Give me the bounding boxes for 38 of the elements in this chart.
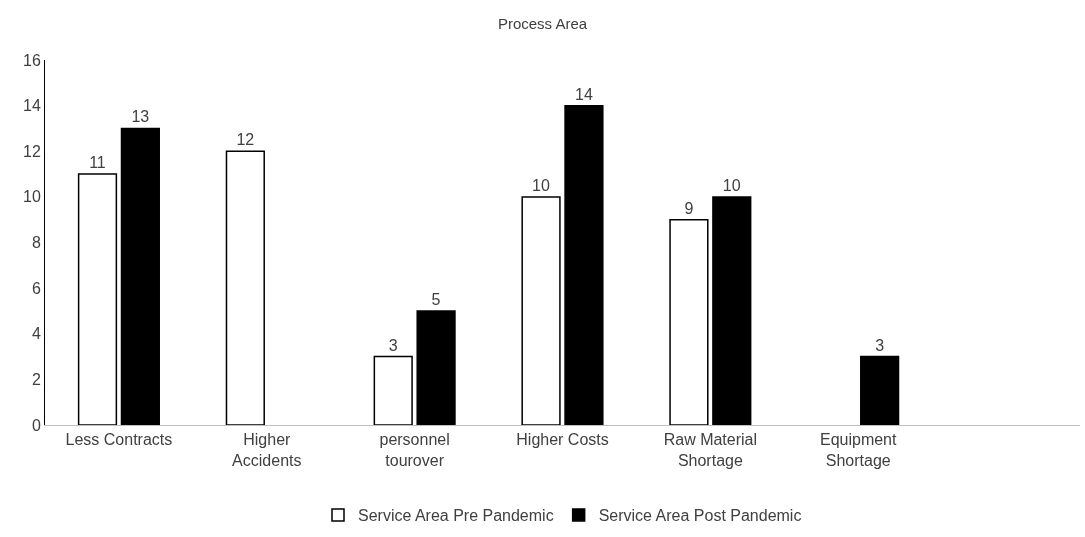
x-tick-label: Higher Accidents [232,431,302,469]
data-label: 5 [431,290,441,308]
bar [712,196,752,425]
data-label: 3 [388,336,398,354]
bar [373,355,413,425]
data-label: 11 [89,154,106,172]
bar [860,355,900,425]
bar [521,196,561,425]
y-tick-label: 16 [23,51,41,69]
y-tick-label: 14 [23,97,41,115]
data-label: 12 [236,131,255,149]
data-label: 14 [574,85,593,103]
y-tick-label: 0 [31,416,41,434]
y-tick-label: 12 [23,142,41,160]
bar [77,173,118,425]
x-tick-label: Equipment Shortage [819,431,898,469]
data-label: 13 [131,108,150,126]
x-tick-label: Less Contracts [65,431,173,449]
bar [416,310,456,425]
x-tick-label: personnel tourover [379,431,450,469]
data-label: 3 [875,336,885,354]
chart-title: Process Area [497,15,588,33]
bar [669,218,709,425]
y-tick-label: 6 [31,279,41,297]
y-tick-label: 2 [31,370,41,388]
y-tick-label: 8 [31,234,41,252]
y-tick-label: 4 [31,325,41,343]
legend-label: Service Area Pre Pandemic [358,507,554,525]
data-label: 9 [684,199,694,217]
data-label: 10 [722,176,741,194]
x-tick-label: Raw Material Shortage [663,431,758,469]
data-label: 10 [532,176,551,194]
bar [564,104,604,425]
y-tick-label: 10 [23,188,41,206]
legend-label: Service Area Post Pandemic [598,507,802,525]
x-tick-label: Higher Costs [516,431,609,449]
bar [120,127,160,425]
bar [225,150,265,425]
